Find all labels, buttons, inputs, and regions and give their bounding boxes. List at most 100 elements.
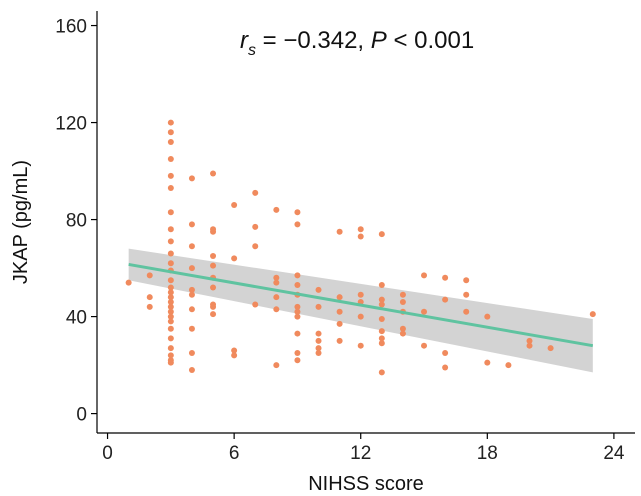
data-point (167, 238, 174, 245)
data-point (336, 308, 343, 315)
data-point (336, 228, 343, 235)
data-point (399, 330, 406, 337)
data-point (167, 335, 174, 342)
x-tick-label: 0 (102, 443, 113, 464)
data-point (231, 255, 238, 262)
y-tick-label: 160 (55, 17, 87, 38)
data-point (167, 345, 174, 352)
data-point (252, 243, 259, 250)
data-point (294, 221, 301, 228)
data-point (167, 277, 174, 284)
data-point (336, 294, 343, 301)
data-point (167, 119, 174, 126)
data-point (210, 284, 217, 291)
data-point (421, 272, 428, 279)
data-point (442, 296, 449, 303)
data-point (336, 337, 343, 344)
r-value: = −0.342, (256, 27, 371, 54)
data-point (231, 202, 238, 209)
data-point (210, 252, 217, 259)
data-point (252, 301, 259, 308)
correlation-annotation: rs = −0.342, P < 0.001 (240, 27, 474, 59)
y-tick-label: 0 (76, 405, 87, 426)
confidence-band (128, 248, 593, 373)
data-point (526, 342, 533, 349)
data-point (167, 226, 174, 233)
data-point (210, 311, 217, 318)
data-point (188, 349, 195, 356)
data-point (399, 299, 406, 306)
x-axis-title: NIHSS score (308, 473, 424, 495)
data-point (378, 328, 385, 335)
data-point (188, 286, 195, 293)
data-point (188, 175, 195, 182)
data-point (167, 303, 174, 310)
data-point (167, 313, 174, 320)
data-point (273, 279, 280, 286)
data-point (526, 337, 533, 344)
data-point (315, 286, 322, 293)
data-point (188, 366, 195, 373)
data-point (273, 206, 280, 213)
data-point (442, 364, 449, 371)
data-point (231, 347, 238, 354)
data-point (547, 345, 554, 352)
data-point (167, 155, 174, 162)
data-point (294, 308, 301, 315)
data-point (315, 345, 322, 352)
data-point (357, 291, 364, 298)
data-point (294, 272, 301, 279)
data-point (294, 209, 301, 216)
data-point (125, 279, 132, 286)
data-point (167, 284, 174, 291)
data-point (294, 330, 301, 337)
data-point (378, 369, 385, 376)
data-point (484, 313, 491, 320)
data-point (421, 308, 428, 315)
data-point (167, 318, 174, 325)
data-point (167, 250, 174, 257)
data-point (357, 226, 364, 233)
data-point (378, 316, 385, 323)
data-point (210, 170, 217, 177)
data-point (167, 359, 174, 366)
data-point (505, 362, 512, 369)
data-point (167, 289, 174, 296)
data-point (294, 349, 301, 356)
regression-line (128, 262, 594, 348)
data-point (167, 294, 174, 301)
data-point (188, 221, 195, 228)
data-point (378, 335, 385, 342)
data-point (463, 277, 470, 284)
data-point (484, 359, 491, 366)
data-point (273, 362, 280, 369)
data-point (146, 294, 153, 301)
data-point (315, 303, 322, 310)
r-subscript: s (248, 42, 256, 59)
x-tick-label: 18 (477, 443, 498, 464)
data-point (315, 349, 322, 356)
data-point (273, 294, 280, 301)
data-point (399, 325, 406, 332)
data-point (167, 352, 174, 359)
data-point (336, 320, 343, 327)
data-point (188, 265, 195, 272)
data-point (294, 357, 301, 364)
x-tick-label: 6 (229, 443, 240, 464)
data-point (378, 301, 385, 308)
y-axis-title: JKAP (pg/mL) (10, 160, 32, 284)
data-point (421, 342, 428, 349)
data-point (167, 260, 174, 267)
data-point (210, 303, 217, 310)
data-point (463, 291, 470, 298)
x-axis-ticks: 0 6 12 18 24 (102, 433, 625, 464)
data-point (463, 308, 470, 315)
data-point (188, 291, 195, 298)
data-point (378, 296, 385, 303)
data-points (125, 119, 596, 376)
data-point (357, 313, 364, 320)
data-point (442, 274, 449, 281)
y-axis-ticks: 0 40 80 120 160 (55, 17, 97, 426)
data-point (188, 306, 195, 313)
